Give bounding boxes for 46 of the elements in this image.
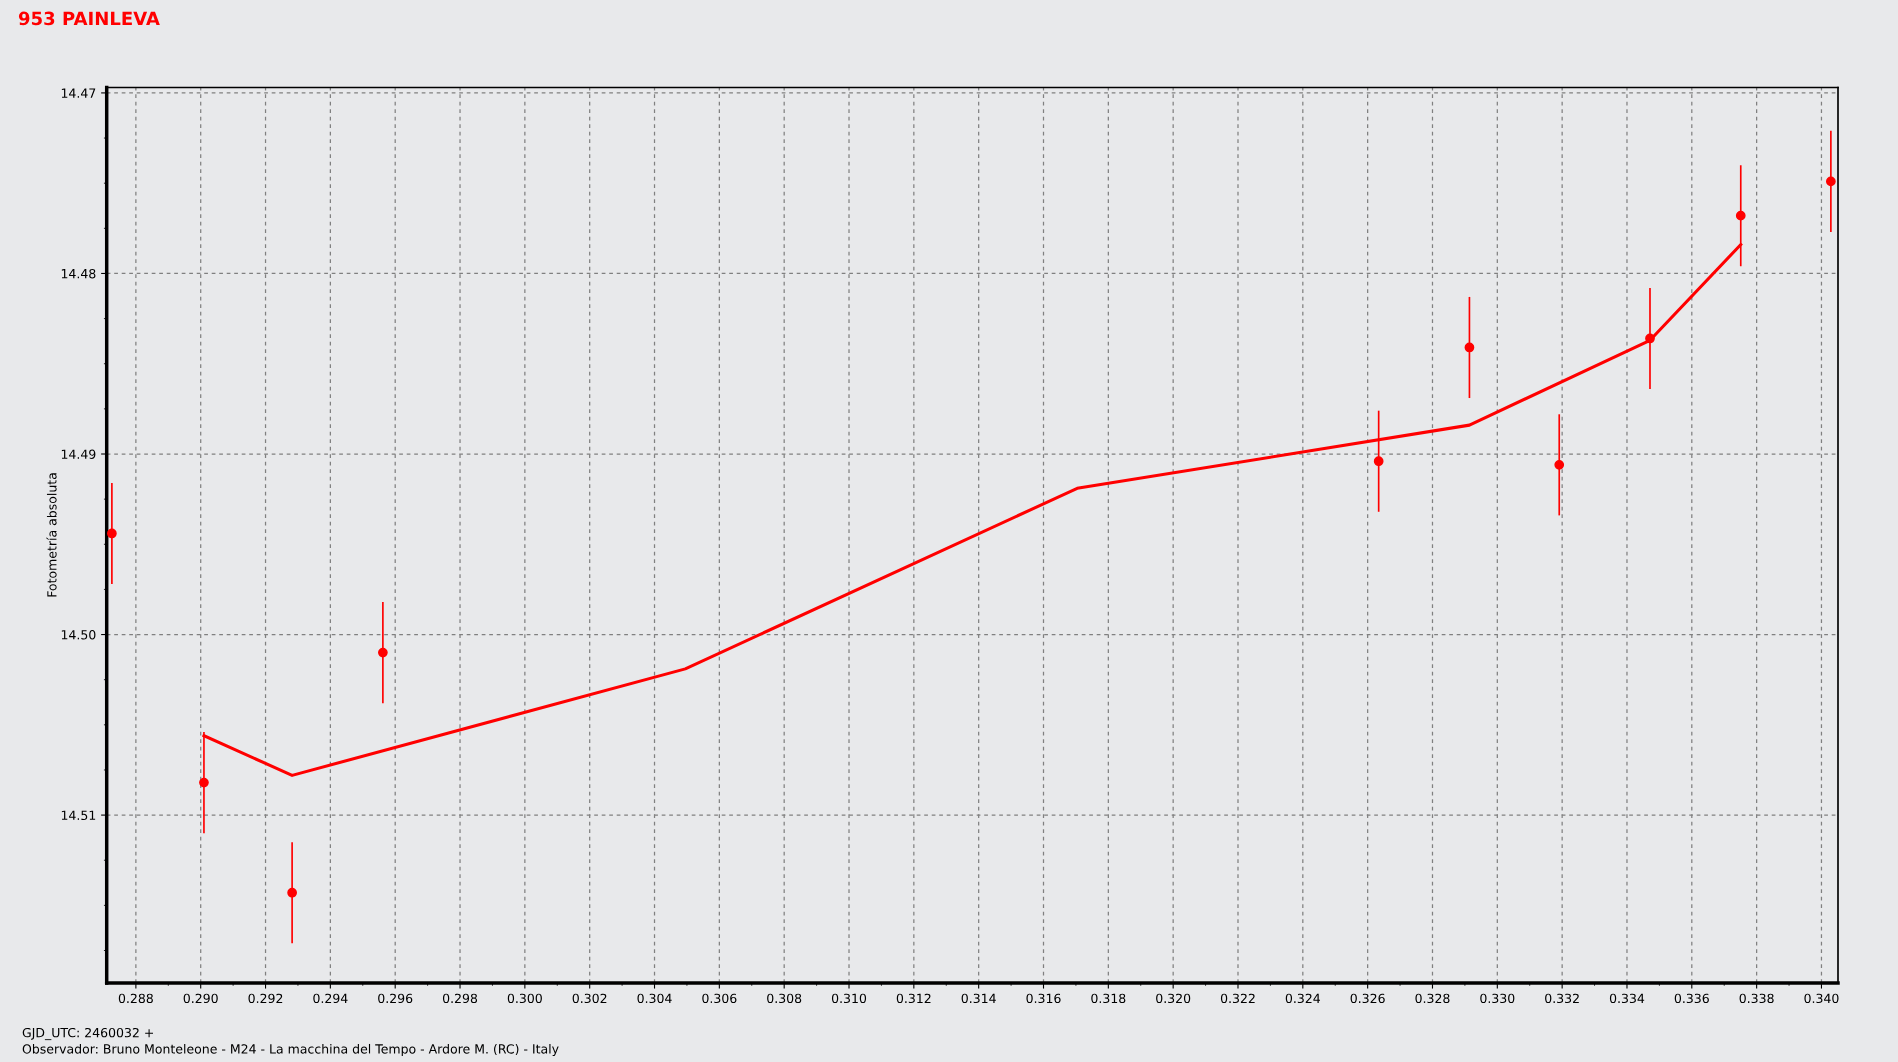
x-tick-label: 0.304 (637, 993, 672, 1004)
x-tick-label: 0.290 (183, 993, 218, 1004)
x-tick-label: 0.340 (1804, 993, 1839, 1004)
x-tick-label: 0.330 (1480, 993, 1515, 1004)
x-tick-label: 0.316 (1026, 993, 1061, 1004)
text: Observador: Bruno Monteleone - M24 - La macchina del Tempo - Ardore M. (RC) - Italy (22, 1043, 559, 1057)
x-tick-label: 0.310 (831, 993, 867, 1004)
x-tick-label: 0.300 (507, 993, 542, 1004)
point (1464, 342, 1475, 353)
chart-title: 953 PAINLEVA (18, 11, 160, 26)
x-tick-label: 0.294 (313, 993, 348, 1004)
x-tick-label: 0.318 (1091, 993, 1126, 1004)
y-axis-title: Fotometría absoluta (46, 473, 57, 597)
y-tick-label: 14.49 (61, 449, 96, 459)
x-tick-label: 0.322 (1220, 993, 1255, 1004)
x-tick-label: 0.308 (767, 993, 802, 1004)
point (287, 887, 297, 898)
x-tick-label: 0.298 (442, 993, 478, 1004)
x-tick-label: 0.320 (1156, 993, 1191, 1004)
point (199, 777, 209, 788)
x-tick-label: 0.334 (1609, 993, 1645, 1004)
x-tick-label: 0.314 (961, 993, 996, 1004)
point (1735, 210, 1746, 221)
x-tick-label: 0.288 (118, 993, 153, 1004)
point (1554, 459, 1565, 470)
x-tick-label: 0.332 (1545, 993, 1579, 1004)
x-tick-label: 0.296 (378, 993, 413, 1004)
x-tick-label: 0.328 (1415, 993, 1450, 1004)
point (1373, 456, 1384, 467)
y-tick-label: 14.51 (61, 810, 96, 821)
point (107, 528, 117, 539)
point (1645, 333, 1655, 344)
x-tick-label: 0.292 (248, 993, 283, 1004)
x-tick-label: 0.324 (1285, 993, 1321, 1004)
y-tick-label: 14.47 (61, 88, 96, 98)
x-tick-label: 0.338 (1739, 993, 1774, 1004)
x-tick-label: 0.312 (896, 993, 931, 1004)
point (1826, 176, 1836, 187)
y-tick-label: 14.48 (61, 268, 96, 279)
x-tick-label: 0.336 (1674, 993, 1709, 1004)
x-tick-label: 0.326 (1350, 993, 1385, 1004)
y-tick-label: 14.50 (61, 630, 96, 640)
x-tick-label: 0.306 (702, 993, 737, 1004)
point (378, 647, 388, 658)
x-tick-label: 0.302 (572, 993, 607, 1004)
x-axis-title: GJD_UTC: 2460032 + (22, 1027, 153, 1041)
